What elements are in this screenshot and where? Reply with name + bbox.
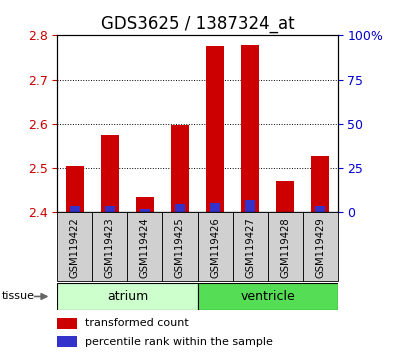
Bar (57, 318, 77, 329)
Bar (57, 336, 77, 347)
Bar (233, 212, 267, 281)
Bar (276, 181, 294, 212)
Text: atrium: atrium (107, 290, 148, 303)
Text: tissue: tissue (2, 291, 35, 302)
Bar (198, 212, 233, 281)
Bar (57, 212, 92, 281)
Text: GSM119428: GSM119428 (280, 217, 290, 278)
Bar (127, 212, 162, 281)
Text: GSM119422: GSM119422 (70, 217, 80, 278)
Bar (105, 206, 115, 212)
Bar (162, 212, 198, 281)
Text: transformed count: transformed count (85, 318, 189, 328)
Bar (57, 283, 198, 310)
Text: GSM119427: GSM119427 (245, 217, 255, 278)
Text: percentile rank within the sample: percentile rank within the sample (85, 337, 273, 347)
Bar (267, 212, 303, 281)
Bar (303, 212, 338, 281)
Title: GDS3625 / 1387324_at: GDS3625 / 1387324_at (101, 15, 294, 33)
Bar (70, 206, 80, 212)
Bar (206, 46, 224, 212)
Text: GSM119425: GSM119425 (175, 217, 185, 278)
Text: GSM119423: GSM119423 (105, 217, 115, 278)
Bar (210, 202, 220, 212)
Bar (66, 166, 84, 212)
Bar (136, 197, 154, 212)
Bar (245, 200, 255, 212)
Bar (198, 283, 338, 310)
Bar (315, 206, 325, 212)
Bar (311, 156, 329, 212)
Bar (171, 125, 189, 212)
Bar (241, 45, 259, 212)
Text: GSM119429: GSM119429 (315, 217, 325, 278)
Text: GSM119424: GSM119424 (140, 217, 150, 278)
Text: ventricle: ventricle (240, 290, 295, 303)
Bar (140, 209, 150, 212)
Bar (101, 135, 118, 212)
Bar (175, 204, 185, 212)
Text: GSM119426: GSM119426 (210, 217, 220, 278)
Bar (92, 212, 127, 281)
